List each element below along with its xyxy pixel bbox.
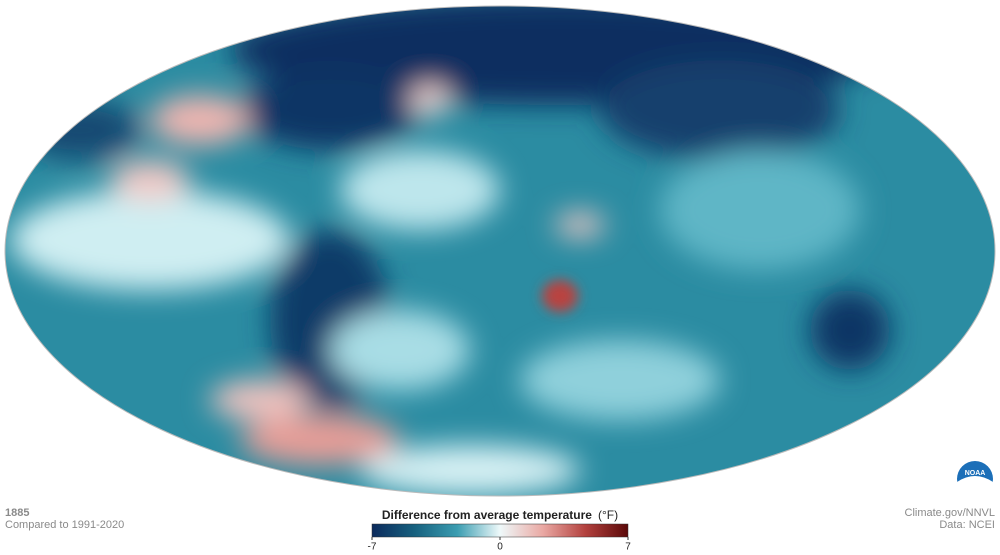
colorbar bbox=[371, 523, 629, 538]
legend-title: Difference from average temperature bbox=[382, 508, 592, 522]
legend-unit: (°F) bbox=[598, 508, 618, 522]
tick-label: 7 bbox=[625, 542, 631, 553]
map bbox=[5, 6, 995, 496]
source: Climate.gov/NNVL bbox=[905, 507, 995, 519]
data-credit: Data: NCEI bbox=[939, 519, 995, 531]
baseline: Compared to 1991-2020 bbox=[5, 519, 124, 531]
year: 1885 bbox=[5, 507, 29, 519]
logo-wave bbox=[957, 476, 993, 500]
tick-label: 0 bbox=[497, 542, 503, 553]
logo-text: NOAA bbox=[965, 470, 986, 477]
tick-label: -7 bbox=[368, 542, 377, 553]
